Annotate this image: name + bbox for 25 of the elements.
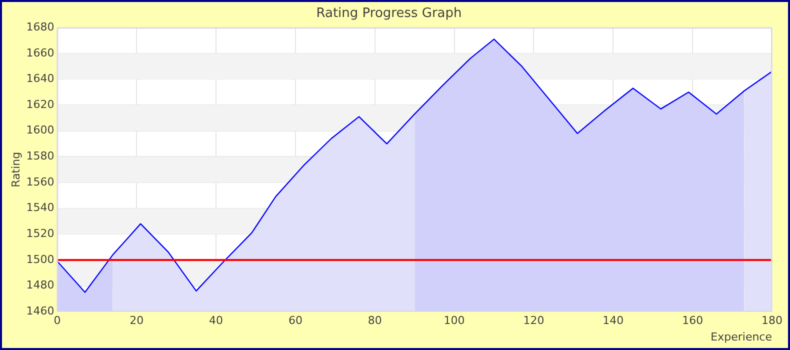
chart-title: Rating Progress Graph [316, 6, 462, 22]
y-tick-label: 1460 [26, 304, 54, 318]
x-tick-label: 20 [130, 314, 144, 328]
x-tick-label: 100 [444, 314, 465, 328]
y-axis-title: Rating [9, 152, 22, 188]
x-tick-label: 140 [602, 314, 624, 328]
x-tick-label: 80 [368, 314, 382, 328]
y-tick-label: 1640 [26, 72, 54, 86]
x-tick-label: 120 [523, 314, 544, 328]
y-tick-label: 1520 [26, 227, 54, 240]
x-tick-label: 0 [54, 314, 61, 328]
x-tick-label: 180 [762, 314, 782, 328]
y-tick-label: 1680 [26, 20, 54, 34]
x-tick-label: 40 [209, 314, 224, 328]
x-tick-label: 160 [682, 314, 704, 328]
y-tick-label: 1580 [26, 150, 54, 163]
y-tick-label: 1600 [26, 124, 54, 137]
y-tick-label: 1540 [26, 201, 54, 214]
x-axis-title: Experience [710, 330, 772, 344]
x-tick-label: 60 [288, 314, 302, 328]
y-tick-label: 1560 [26, 175, 54, 188]
y-tick-label: 1620 [26, 98, 54, 111]
y-tick-label: 1660 [26, 46, 54, 60]
y-tick-label: 1500 [26, 252, 54, 266]
y-tick-label: 1480 [26, 278, 54, 292]
